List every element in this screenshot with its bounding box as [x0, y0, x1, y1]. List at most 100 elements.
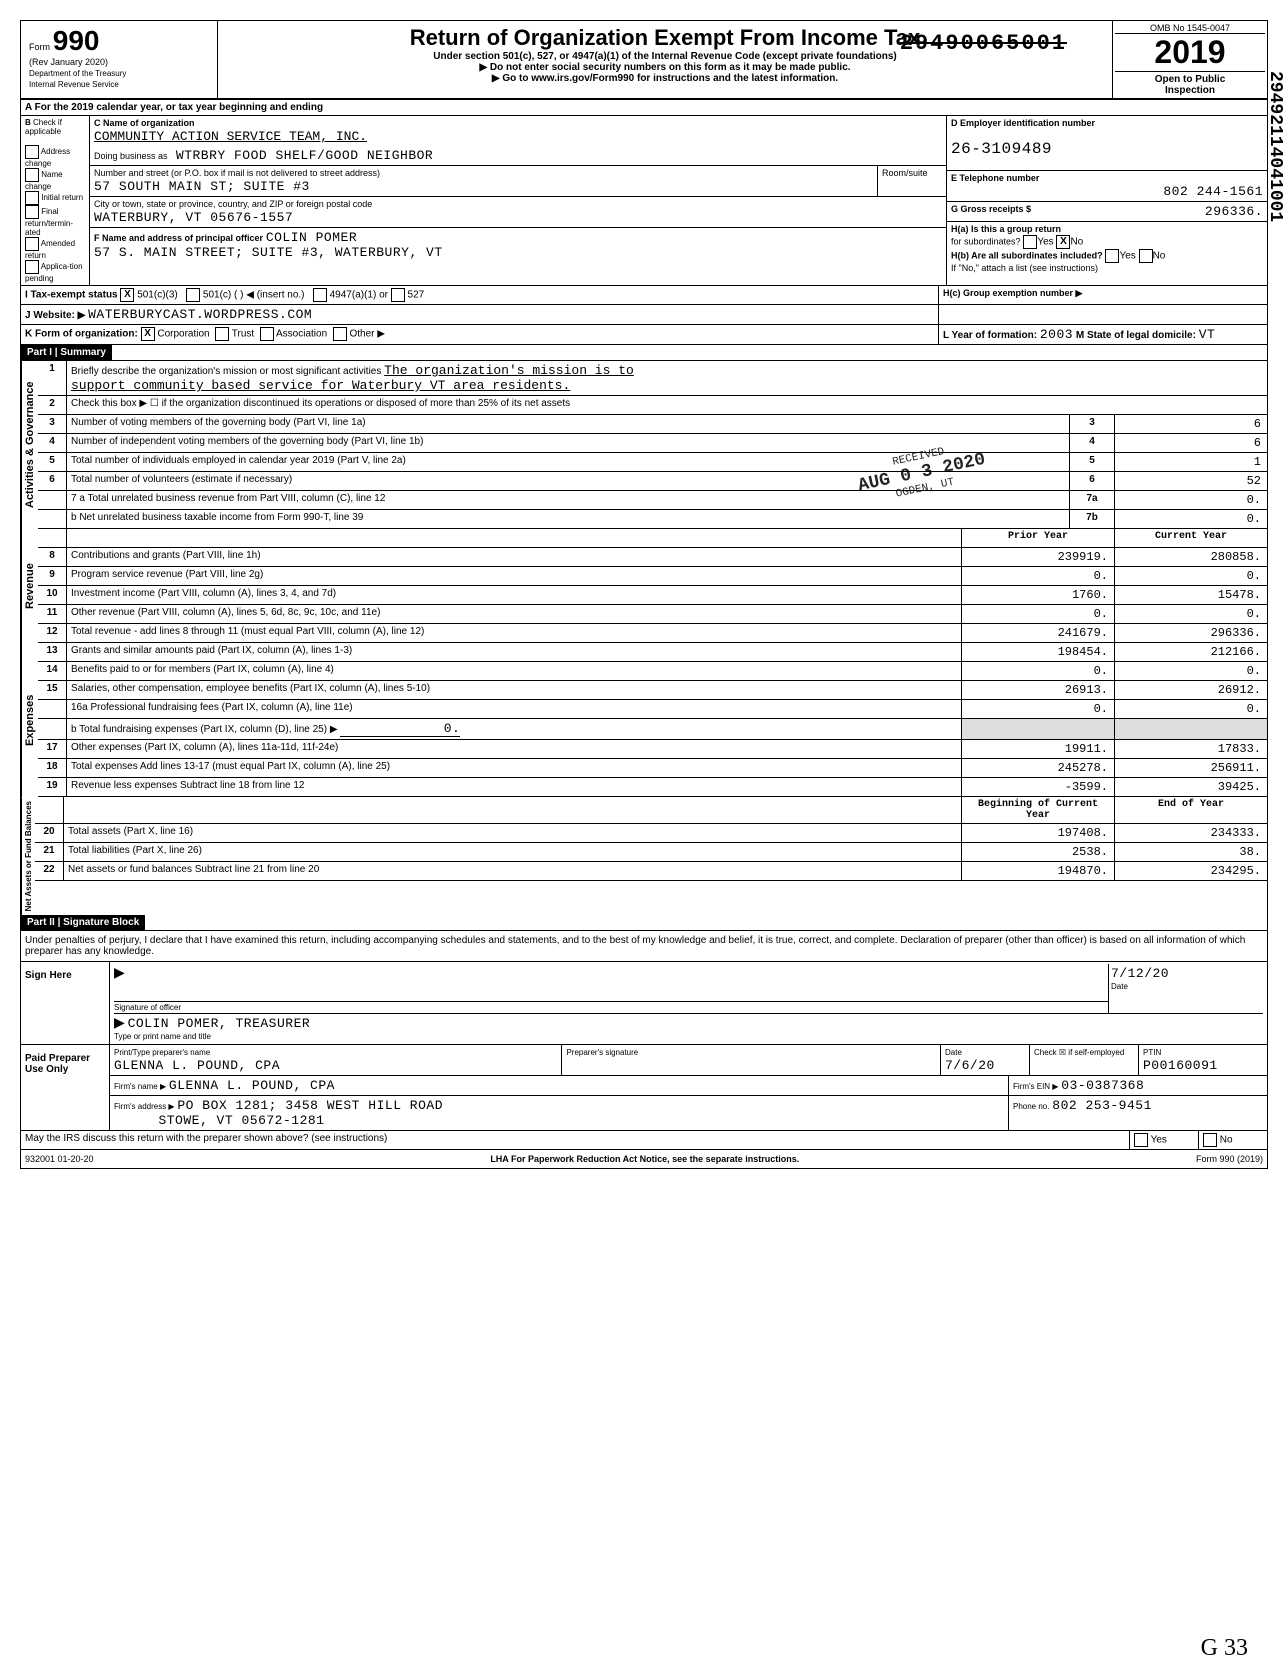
line-12-prior: 241679.	[961, 624, 1114, 642]
section-i-row: I Tax-exempt status X 501(c)(3) 501(c) (…	[21, 286, 1267, 305]
line-1-num: 1	[38, 361, 67, 395]
line-3-val: 6	[1114, 415, 1267, 433]
tax-year: 2019	[1115, 34, 1265, 71]
section-j-row: J Website: ▶ waterburycast.wordpress.com	[21, 305, 1267, 325]
line-4-desc: Number of independent voting members of …	[67, 434, 1069, 452]
line-19-curr: 39425.	[1114, 778, 1267, 796]
line-21-prior: 2538.	[961, 843, 1114, 861]
line-5-desc: Total number of individuals employed in …	[67, 453, 1069, 471]
expenses-label: Expenses	[21, 643, 38, 797]
no-label-2: No	[1153, 251, 1166, 262]
line-10-num: 10	[38, 586, 67, 604]
date-label: Date	[1111, 982, 1128, 991]
application-box[interactable]	[25, 260, 39, 274]
assoc-box[interactable]	[260, 327, 274, 341]
trust-box[interactable]	[215, 327, 229, 341]
name-label: Type or print name and title	[114, 1032, 211, 1041]
year-formation-label: L Year of formation:	[943, 330, 1037, 341]
line-13-num: 13	[38, 643, 67, 661]
section-c-label: C Name of organization	[94, 118, 195, 128]
line-7a-val: 0.	[1114, 491, 1267, 509]
hb-yes-box[interactable]	[1105, 249, 1119, 263]
line-19-num: 19	[38, 778, 67, 796]
line-15-prior: 26913.	[961, 681, 1114, 699]
501c3-box[interactable]: X	[120, 288, 134, 302]
form-page: 29490065001 29492114041001 Form 990 (Rev…	[20, 20, 1268, 1169]
dept: Department of the Treasury	[29, 69, 126, 78]
h-c: H(c) Group exemption number ▶	[943, 288, 1082, 298]
discuss-yes-box[interactable]	[1134, 1133, 1148, 1147]
line-1-desc: Briefly describe the organization's miss…	[71, 366, 381, 377]
line-17-prior: 19911.	[961, 740, 1114, 758]
line-8-desc: Contributions and grants (Part VIII, lin…	[67, 548, 961, 566]
line-20-curr: 234333.	[1114, 824, 1267, 842]
side-number: 29492114041001	[1265, 71, 1285, 222]
line-7a-desc: 7 a Total unrelated business revenue fro…	[67, 491, 1069, 509]
preparer-sig-label: Preparer's signature	[566, 1048, 638, 1057]
name-change-box[interactable]	[25, 168, 39, 182]
line-11-prior: 0.	[961, 605, 1114, 623]
form-rev: (Rev January 2020)	[29, 57, 108, 67]
amended-box[interactable]	[25, 237, 39, 251]
line-19-prior: -3599.	[961, 778, 1114, 796]
address-change-box[interactable]	[25, 145, 39, 159]
line-22-num: 22	[35, 862, 64, 880]
self-employed-label: Check ☒ if self-employed	[1034, 1048, 1124, 1057]
line-11-num: 11	[38, 605, 67, 623]
line-16a-prior: 0.	[961, 700, 1114, 718]
501c: 501(c) ( ) ◀ (insert no.)	[203, 290, 305, 301]
h-b: H(b) Are all subordinates included?	[951, 251, 1103, 261]
line-14-prior: 0.	[961, 662, 1114, 680]
final-return-box[interactable]	[25, 205, 39, 219]
527-box[interactable]	[391, 288, 405, 302]
line-9-prior: 0.	[961, 567, 1114, 585]
firm-ein-label: Firm's EIN ▶	[1013, 1082, 1058, 1091]
h-yes-box[interactable]	[1023, 235, 1037, 249]
line-21-curr: 38.	[1114, 843, 1267, 861]
firm-phone-label: Phone no.	[1013, 1102, 1049, 1111]
yes-label: Yes	[1037, 237, 1053, 248]
line-14-desc: Benefits paid to or for members (Part IX…	[67, 662, 961, 680]
discuss-yes: Yes	[1151, 1135, 1167, 1146]
line-15-desc: Salaries, other compensation, employee b…	[67, 681, 961, 699]
subtitle-3: ▶ Go to www.irs.gov/Form990 for instruct…	[222, 73, 1108, 84]
dba: WTRBRY FOOD SHELF/GOOD NEIGHBOR	[176, 148, 433, 163]
h-a2: for subordinates?	[951, 237, 1021, 247]
initial-return-box[interactable]	[25, 191, 39, 205]
firm-name-label: Firm's name ▶	[114, 1082, 166, 1091]
section-k-row: K Form of organization: X Corporation Tr…	[21, 325, 1267, 345]
addr-label: Number and street (or P.O. box if mail i…	[94, 168, 380, 178]
line-11-curr: 0.	[1114, 605, 1267, 623]
hb-no-box[interactable]	[1139, 249, 1153, 263]
other-box[interactable]	[333, 327, 347, 341]
revenue-label: Revenue	[21, 529, 38, 643]
line-14-curr: 0.	[1114, 662, 1267, 680]
irs: Internal Revenue Service	[29, 80, 119, 89]
501c-box[interactable]	[186, 288, 200, 302]
footer-left: 932001 01-20-20	[25, 1154, 94, 1164]
part-2-header: Part II | Signature Block	[21, 915, 1267, 931]
line-7a-box: 7a	[1069, 491, 1114, 509]
part-1-title: Part I | Summary	[21, 345, 112, 360]
line-4-box: 4	[1069, 434, 1114, 452]
print-name-label: Print/Type preparer's name	[114, 1048, 210, 1057]
h-no-box[interactable]: X	[1056, 235, 1070, 249]
footer-mid: LHA For Paperwork Reduction Act Notice, …	[490, 1154, 799, 1164]
section-a: A For the 2019 calendar year, or tax yea…	[21, 100, 1267, 116]
firm-addr-label: Firm's address ▶	[114, 1102, 175, 1111]
line-14-num: 14	[38, 662, 67, 680]
line-12-desc: Total revenue - add lines 8 through 11 (…	[67, 624, 961, 642]
trust: Trust	[232, 329, 254, 340]
line-20-desc: Total assets (Part X, line 16)	[64, 824, 961, 842]
handwritten-note: G 33	[1201, 1635, 1248, 1662]
line-13-prior: 198454.	[961, 643, 1114, 661]
discuss-no-box[interactable]	[1203, 1133, 1217, 1147]
corp-box[interactable]: X	[141, 327, 155, 341]
open-public: Open to Public	[1155, 74, 1226, 85]
4947-box[interactable]	[313, 288, 327, 302]
line-1b-val: support community based service for Wate…	[71, 378, 570, 393]
section-e-label: E Telephone number	[951, 173, 1039, 183]
line-13-desc: Grants and similar amounts paid (Part IX…	[67, 643, 961, 661]
signature-arrow-icon: ▶	[114, 964, 125, 980]
section-k-label: K Form of organization:	[25, 329, 138, 340]
